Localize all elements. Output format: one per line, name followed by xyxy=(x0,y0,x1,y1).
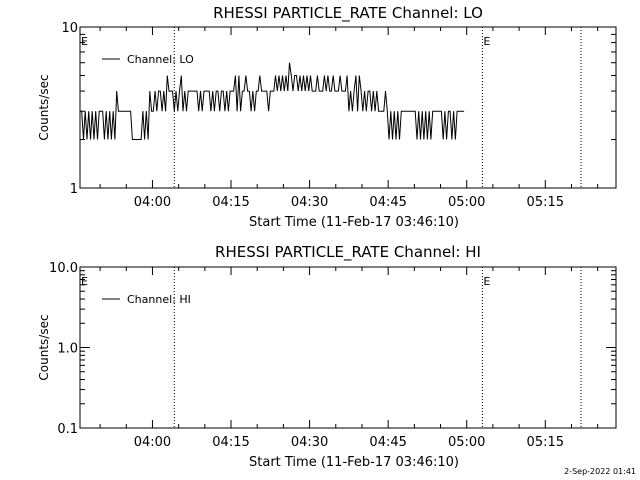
legend-label: Channel: LO xyxy=(127,53,194,66)
event-marker-label: E xyxy=(483,35,490,48)
x-axis-label: Start Time (11-Feb-17 03:46:10) xyxy=(249,455,459,470)
x-tick-label: 04:00 xyxy=(134,435,171,450)
y-tick-label: 1.0 xyxy=(57,342,78,357)
x-axis-label: Start Time (11-Feb-17 03:46:10) xyxy=(249,215,459,230)
chart-title: RHESSI PARTICLE_RATE Channel: HI xyxy=(215,243,481,262)
x-tick-label: 04:45 xyxy=(369,195,406,210)
y-tick-label: 10 xyxy=(61,21,78,36)
plot-frame xyxy=(79,26,617,189)
legend-label: Channel: HI xyxy=(127,293,191,306)
x-tick-label: 04:30 xyxy=(291,435,328,450)
x-tick-label: 05:15 xyxy=(527,435,564,450)
x-tick-label: 04:00 xyxy=(134,195,171,210)
chart-panel-1: RHESSI PARTICLE_RATE Channel: LO Start Ti… xyxy=(37,4,617,230)
chart-title: RHESSI PARTICLE_RATE Channel: LO xyxy=(213,4,483,23)
x-tick-label: 04:30 xyxy=(291,195,328,210)
footer-timestamp: 2-Sep-2022 01:41 xyxy=(564,467,636,476)
y-tick-label: 1 xyxy=(70,182,78,197)
x-tick-label: 04:15 xyxy=(212,435,249,450)
x-tick-label: 04:45 xyxy=(369,435,406,450)
y-axis-label: Counts/sec xyxy=(37,74,51,140)
series-line xyxy=(80,62,465,140)
plot-frame xyxy=(79,266,617,429)
y-tick-label: 0.1 xyxy=(57,422,78,437)
x-tick-label: 05:15 xyxy=(527,195,564,210)
y-tick-label: 10.0 xyxy=(49,261,78,276)
event-marker-label: E xyxy=(81,275,88,288)
x-tick-label: 04:15 xyxy=(212,195,249,210)
x-tick-label: 05:00 xyxy=(448,195,485,210)
y-axis-label: Counts/sec xyxy=(37,314,51,380)
event-marker-label: E xyxy=(483,275,490,288)
chart-panel-2: RHESSI PARTICLE_RATE Channel: HI Start Ti… xyxy=(37,243,617,470)
event-marker-label: E xyxy=(81,35,88,48)
x-tick-label: 05:00 xyxy=(448,435,485,450)
